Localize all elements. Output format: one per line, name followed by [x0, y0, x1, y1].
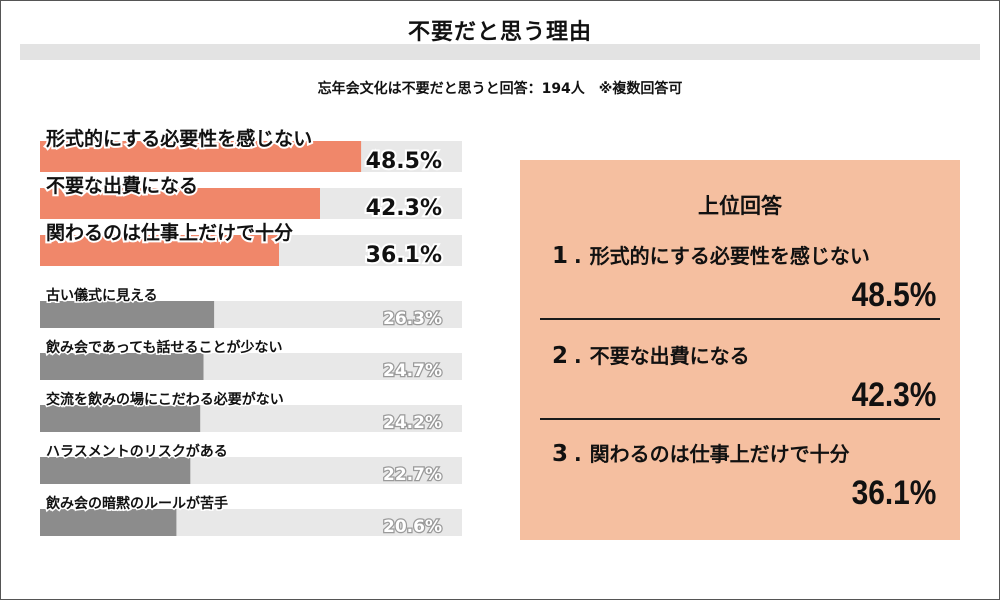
- rank-text: 関わるのは仕事上だけで十分: [589, 442, 850, 466]
- divider: [540, 318, 940, 320]
- divider: [540, 418, 940, 420]
- top-answer-label: 2. 不要な出費になる: [552, 340, 750, 369]
- category-label: 不要な出費になる: [46, 174, 198, 197]
- value-label: 26.3%: [383, 309, 442, 329]
- top-answer-label: 3. 関わるのは仕事上だけで十分: [552, 438, 850, 467]
- top-answers-panel: 上位回答 1. 形式的にする必要性を感じない 48.5% 2. 不要な出費になる 4…: [520, 160, 960, 540]
- category-label: 関わるのは仕事上だけで十分: [46, 221, 293, 244]
- category-label: 形式的にする必要性を感じない: [46, 127, 312, 150]
- rank-number: 3: [552, 441, 569, 467]
- title-band: [20, 44, 980, 60]
- top-answer-value: 42.3%: [851, 376, 936, 414]
- top-answers-heading: 上位回答: [698, 194, 782, 218]
- value-label: 22.7%: [383, 465, 442, 485]
- bar-4: [40, 301, 215, 328]
- bar-6: [40, 405, 201, 432]
- rank-number: 1: [552, 243, 569, 269]
- subtitle: 忘年会文化は不要だと思うと回答：194人 ※複数回答可: [317, 81, 683, 97]
- rank-text: 形式的にする必要性を感じない: [589, 244, 870, 268]
- value-label: 24.2%: [383, 413, 442, 433]
- category-label: 交流を飲みの場にこだわる必要がない: [46, 391, 284, 408]
- bar-1: [40, 141, 362, 172]
- category-label: 飲み会の暗黙のルールが苦手: [45, 495, 228, 512]
- value-label: 36.1%: [366, 243, 442, 268]
- bar-8: [40, 509, 177, 536]
- bar-3: [40, 235, 279, 266]
- page-title: 不要だと思う理由: [407, 20, 592, 45]
- value-label: 20.6%: [383, 517, 442, 537]
- value-label: 24.7%: [383, 361, 442, 381]
- top-answer-1: 1. 形式的にする必要性を感じない 48.5%: [540, 240, 940, 330]
- category-label: 飲み会であっても話せることが少ない: [45, 339, 282, 356]
- top-answer-value: 48.5%: [851, 276, 936, 314]
- value-label: 48.5%: [366, 149, 442, 174]
- bar-7: [40, 457, 191, 484]
- bar-2: [40, 188, 320, 219]
- value-label: 42.3%: [366, 196, 442, 221]
- category-label: ハラスメントのリスクがある: [46, 443, 228, 460]
- top-answer-label: 1. 形式的にする必要性を感じない: [552, 240, 870, 269]
- top-answer-2: 2. 不要な出費になる 42.3%: [540, 340, 940, 430]
- bar-5: [40, 353, 204, 380]
- rank-dot: .: [574, 344, 582, 368]
- rank-dot: .: [574, 244, 582, 268]
- category-label: 古い儀式に見える: [46, 287, 158, 304]
- rank-text: 不要な出費になる: [589, 344, 750, 368]
- top-answer-3: 3. 関わるのは仕事上だけで十分 36.1%: [540, 438, 940, 528]
- top-answer-value: 36.1%: [851, 474, 936, 512]
- rank-dot: .: [574, 442, 582, 466]
- rank-number: 2: [552, 343, 569, 369]
